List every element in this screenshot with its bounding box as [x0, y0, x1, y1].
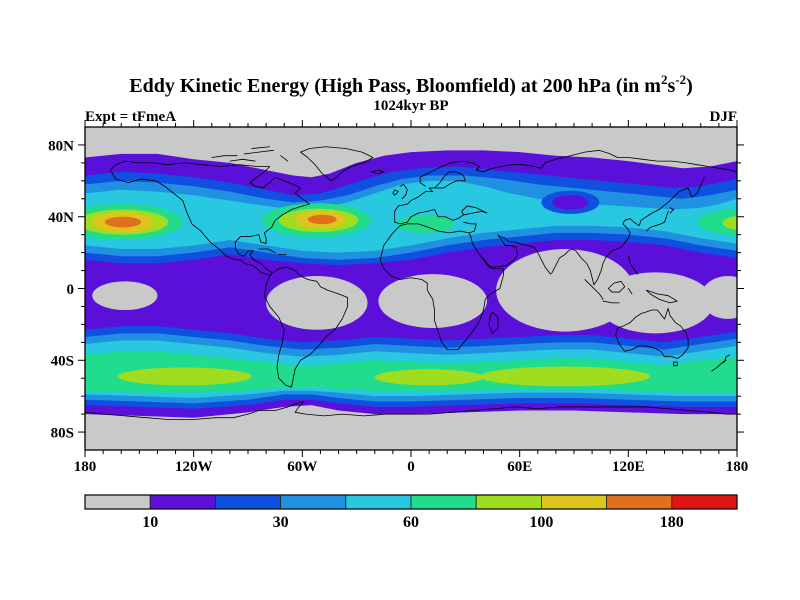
coast-madagascar [488, 311, 499, 334]
coast-seasia-islands [584, 255, 678, 304]
figure-subtitle: 1024kyr BP [373, 98, 448, 114]
colorbar: 10 30 60 100 180 [84, 494, 738, 531]
title-mid: s [667, 75, 675, 97]
colorbar-cell [84, 494, 151, 510]
colorbar-border [84, 494, 738, 510]
colorbar-cell [475, 494, 542, 510]
coast-asia [483, 176, 705, 286]
lat-tick-label: 0 [67, 282, 75, 298]
coast-north-america [109, 160, 310, 277]
season-label: DJF [710, 109, 738, 125]
contour-fill-ge60-mediterranean [396, 214, 455, 233]
title-superscript-2: -2 [675, 72, 686, 87]
coast-britain-ireland [392, 184, 408, 200]
coast-europe [394, 149, 737, 225]
contour-fill-ge80-dateline [722, 216, 737, 230]
colorbar-cell [671, 494, 738, 510]
coast-iceland [370, 169, 385, 175]
lon-tick-label: 60W [287, 459, 317, 475]
colorbar-tick-label: 30 [273, 514, 289, 531]
coast-antarctica [85, 401, 737, 420]
contour-map [85, 127, 737, 450]
tropical-minimum-sasia [496, 249, 634, 332]
latitude-axis: 80N 40N 0 40S 80S [48, 138, 74, 441]
colorbar-cell [541, 494, 608, 510]
title-superscript-1: 2 [661, 72, 668, 87]
coast-new-zealand [711, 354, 731, 372]
tropical-minimum-wpacific [700, 275, 737, 319]
central-asia-minimum-core [552, 195, 589, 210]
coast-arctic-islands [211, 146, 289, 162]
lon-tick-label: 180 [74, 459, 97, 475]
colorbar-tick-label: 100 [529, 514, 553, 531]
lon-tick-label: 60E [507, 459, 532, 475]
coast-caribbean [258, 248, 287, 255]
lon-tick-label: 180 [726, 459, 749, 475]
colorbar-cell [280, 494, 347, 510]
coast-mediterranean-north [406, 205, 488, 234]
coastlines [85, 146, 737, 420]
axis-ticks [78, 120, 744, 457]
colorbar-cell [345, 494, 412, 510]
figure-title: Eddy Kinetic Energy (High Pass, Bloomfie… [129, 72, 693, 97]
tropical-minimum-maritime [597, 272, 714, 334]
colorbar-tick-label: 180 [660, 514, 684, 531]
lat-tick-label: 40N [48, 210, 74, 226]
title-end: ) [686, 75, 693, 97]
coast-africa [379, 223, 504, 350]
tropical-minimum-samerica [266, 275, 368, 330]
lat-tick-label: 80S [51, 425, 74, 441]
contour-fill-ge140-npacific [104, 216, 142, 228]
longitude-axis: 180 120W 60W 0 60E 120E 180 [74, 459, 749, 475]
colorbar-cell [149, 494, 216, 510]
contour-fill-ge140-natlantic [307, 214, 337, 225]
lon-tick-label: 120E [612, 459, 645, 475]
colorbar-cell [214, 494, 281, 510]
contour-fill-ge80-spacific [117, 367, 252, 386]
tropical-minimum-epacific [92, 281, 158, 311]
coast-greenland [300, 146, 374, 182]
experiment-label: Expt = tFmeA [85, 109, 176, 125]
coast-australia [615, 307, 689, 367]
colorbar-tick-label: 10 [142, 514, 158, 531]
colorbar-cell [410, 494, 477, 510]
coast-south-america [263, 266, 349, 388]
title-main: Eddy Kinetic Energy (High Pass, Bloomfie… [129, 75, 661, 97]
lat-tick-label: 40S [51, 354, 74, 370]
lon-tick-label: 120W [175, 459, 213, 475]
contour-fill-ge80-sindian [479, 366, 651, 387]
lon-tick-label: 0 [407, 459, 415, 475]
contour-fill-ge60-dateline [697, 208, 737, 236]
colorbar-tick-label: 60 [403, 514, 419, 531]
colorbar-cell [606, 494, 673, 510]
contour-fill-ge80-satlantic [374, 369, 484, 386]
lat-tick-label: 80N [48, 138, 74, 154]
coast-japan [646, 207, 675, 232]
